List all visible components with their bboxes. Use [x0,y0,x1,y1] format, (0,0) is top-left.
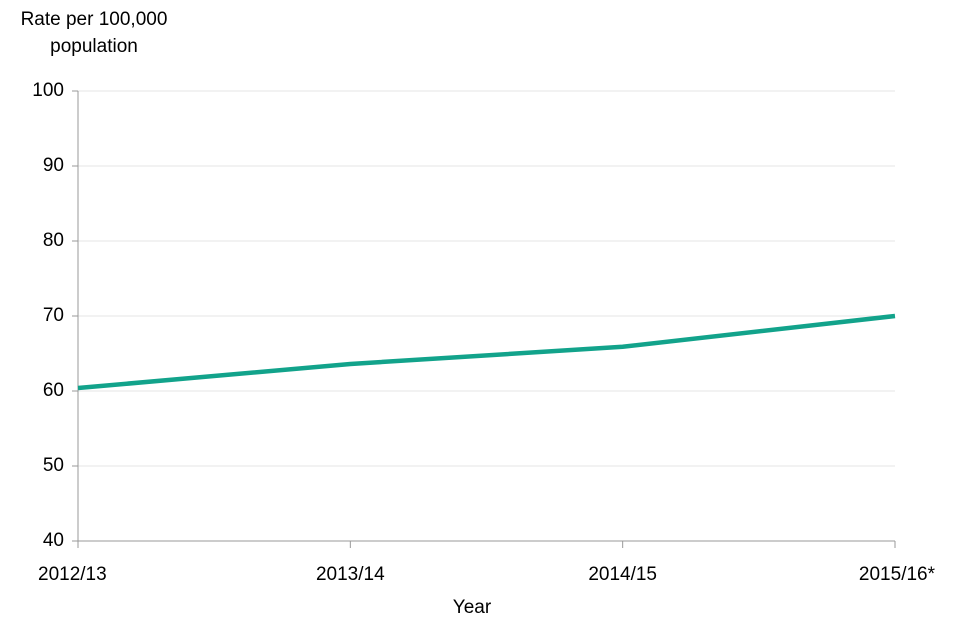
data-line [77,313,896,391]
y-tick-label: 90 [43,155,64,176]
y-tick-label: 40 [43,530,64,551]
y-tick-label: 80 [43,230,64,251]
x-tick-label: 2012/13 [38,564,107,585]
y-axis-label: Rate per 100,000 population [20,9,168,57]
y-tick-label: 50 [43,455,64,476]
x-tick-label: 2015/16* [859,564,936,585]
x-tick-label: 2013/14 [316,564,385,585]
x-tick-label: 2014/15 [588,564,657,585]
x-axis-label: Year [453,597,492,618]
y-tick-label: 70 [43,305,64,326]
y-tick-label: 100 [32,80,64,101]
y-tick-label: 60 [43,380,64,401]
